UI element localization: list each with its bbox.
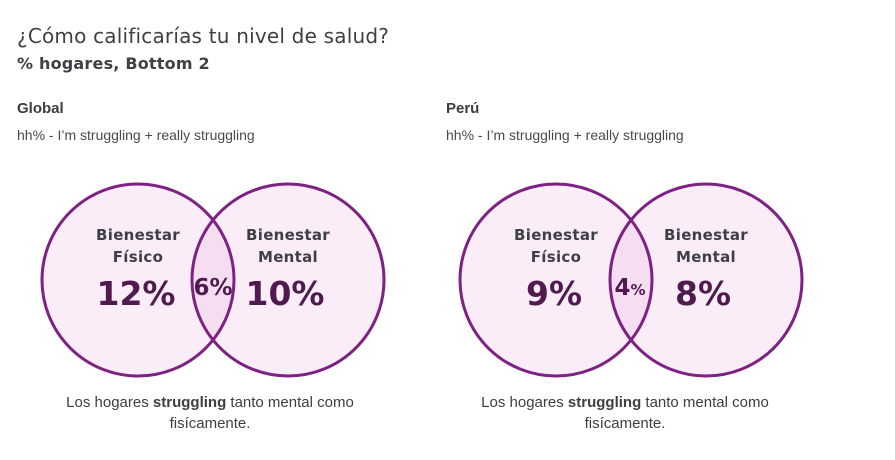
set-label-fisico-line1: Bienestar	[96, 226, 180, 244]
left-circle-outline	[40, 182, 236, 378]
region-label-peru: Perú	[446, 100, 480, 117]
left-circle-fill	[42, 184, 234, 376]
left-circle-fill	[460, 184, 652, 376]
measure-note-peru: hh% - I’m struggling + really struggling	[446, 127, 684, 143]
set-value-mental: 8%	[675, 274, 731, 313]
venn-diagram-peru: Bienestar Físico Bienestar Mental 9% 8% …	[458, 182, 804, 378]
caption-bold-word: struggling	[567, 394, 642, 411]
caption-prefix: Los hogares	[481, 394, 568, 411]
set-value-mental: 10%	[246, 274, 325, 313]
right-circle-fill	[192, 184, 384, 376]
set-value-fisico: 9%	[526, 274, 582, 313]
venn-diagram-global: Bienestar Físico Bienestar Mental 12% 10…	[40, 182, 386, 378]
set-label-mental-line1: Bienestar	[246, 226, 330, 244]
intersection-number: 4	[614, 275, 630, 301]
caption-bold-word: struggling	[152, 394, 227, 411]
page-title: ¿Cómo calificarías tu nivel de salud?	[17, 24, 390, 48]
intersection-value: 6%	[193, 275, 232, 301]
caption-suffix: tanto mental como fisícamente.	[169, 394, 354, 432]
intersection-value: 4%	[614, 275, 645, 301]
set-label-mental-line2: Mental	[258, 248, 318, 266]
page-subtitle: % hogares, Bottom 2	[17, 54, 210, 73]
intersection-percent-sign: %	[209, 275, 232, 301]
set-label-fisico-line2: Físico	[113, 248, 163, 266]
set-label-mental-line1: Bienestar	[664, 226, 748, 244]
right-circle-fill	[610, 184, 802, 376]
caption-global: Los hogares struggling tanto mental como…	[45, 392, 375, 434]
caption-prefix: Los hogares	[66, 394, 153, 411]
left-circle-outline	[458, 182, 654, 378]
right-circle-outline	[608, 182, 804, 378]
measure-note-global: hh% - I’m struggling + really struggling	[17, 127, 255, 143]
caption-suffix: tanto mental como fisícamente.	[584, 394, 769, 432]
right-circle-outline	[190, 182, 386, 378]
caption-peru: Los hogares struggling tanto mental como…	[460, 392, 790, 434]
set-label-fisico-line2: Físico	[531, 248, 581, 266]
set-value-fisico: 12%	[97, 274, 176, 313]
set-label-mental-line2: Mental	[676, 248, 736, 266]
set-label-fisico-line1: Bienestar	[514, 226, 598, 244]
intersection-percent-sign: %	[630, 281, 645, 299]
region-label-global: Global	[17, 100, 64, 117]
intersection-number: 6	[193, 275, 209, 301]
